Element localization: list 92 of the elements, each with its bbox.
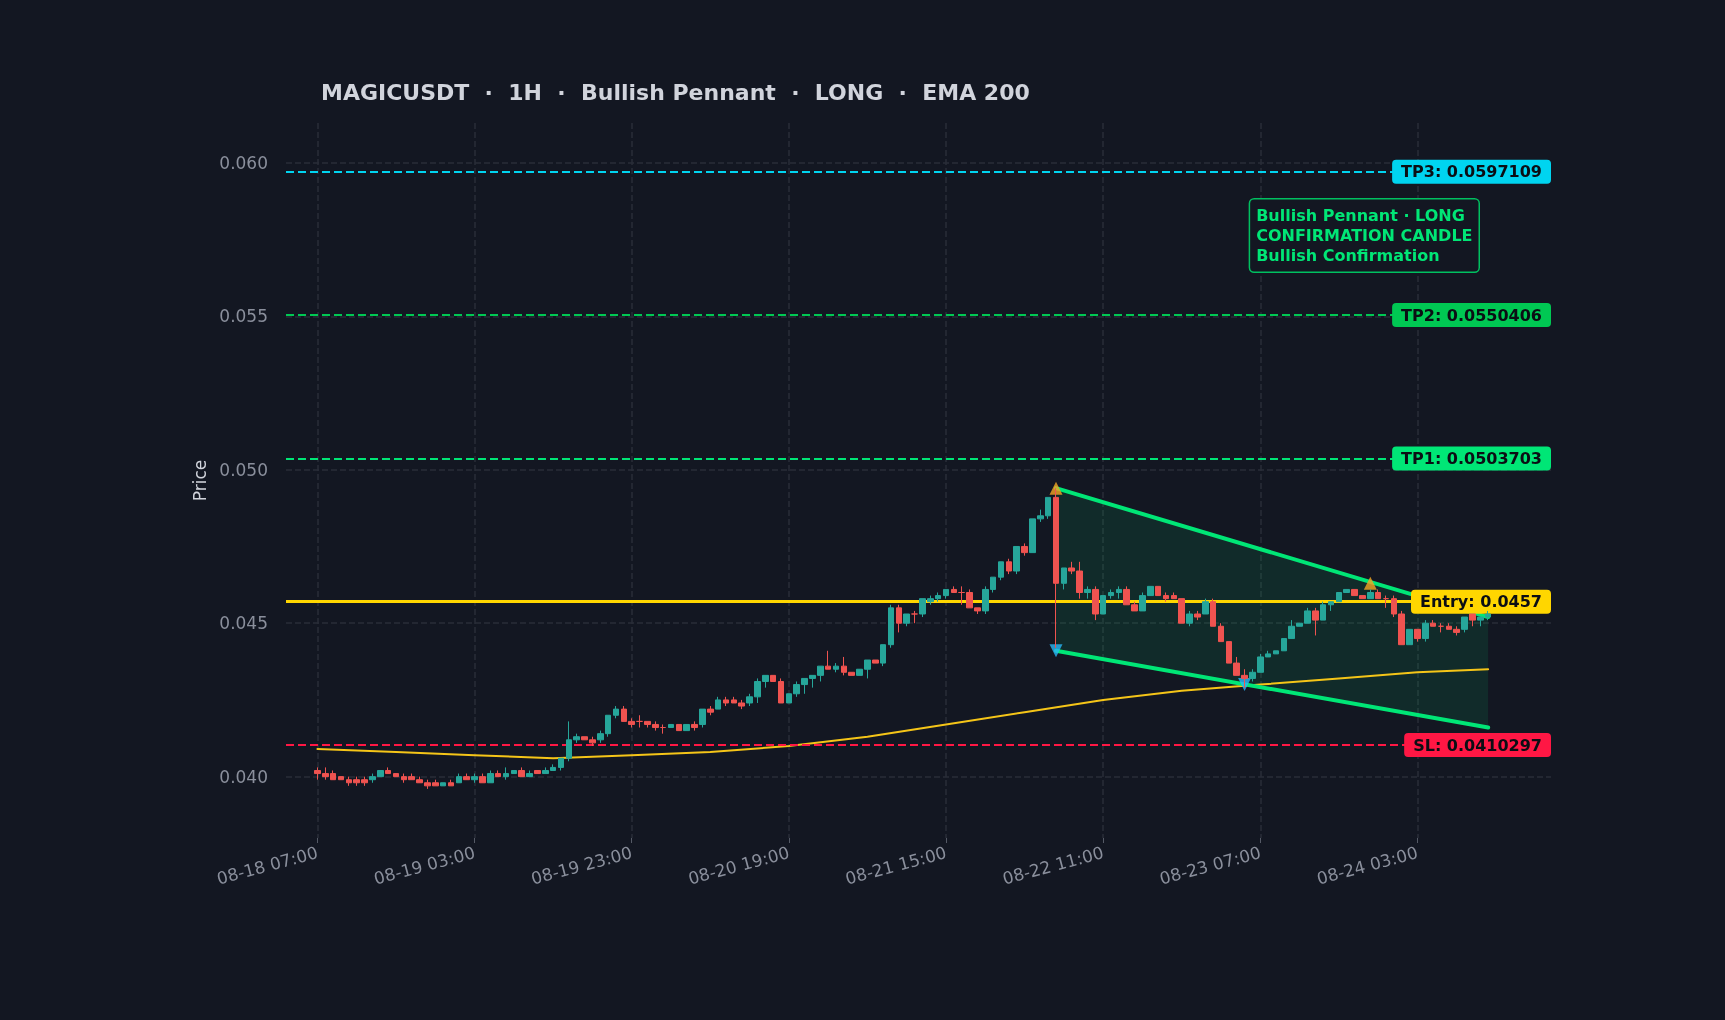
candlestick <box>715 696 721 710</box>
candlestick <box>479 773 486 784</box>
chart-title: MAGICUSDT · 1H · Bullish Pennant · LONG · EMA 200 <box>321 79 1030 105</box>
candlestick <box>1461 616 1468 633</box>
x-tick-label: 08-21 15:00 <box>843 842 949 889</box>
candlestick <box>1320 601 1326 621</box>
candlestick <box>1422 619 1429 643</box>
x-tick-label: 08-18 07:00 <box>214 842 321 889</box>
candlestick <box>518 766 525 778</box>
y-tick-label: 0.040 <box>219 766 268 787</box>
candlestick <box>511 769 517 775</box>
candlestick <box>943 588 949 600</box>
candlestick <box>1084 585 1091 600</box>
candlestick <box>1053 487 1059 649</box>
candlestick <box>770 674 776 682</box>
candlestick <box>1186 610 1193 627</box>
y-axis-title: Price <box>189 459 210 502</box>
candlestick <box>683 723 690 732</box>
candlestick <box>448 779 454 787</box>
y-tick-label: 0.055 <box>219 306 268 327</box>
candlestick <box>558 757 564 771</box>
y-tick-label: 0.045 <box>219 613 268 634</box>
candlestick <box>778 677 784 704</box>
candlestick <box>896 604 902 633</box>
candlestick <box>911 610 918 624</box>
candlestick <box>903 613 910 627</box>
candlestick <box>1210 598 1216 627</box>
candlestick <box>1273 650 1279 655</box>
y-tick-label: 0.050 <box>219 459 268 480</box>
candlestick <box>1202 598 1209 615</box>
ref-line-label: Entry: 0.0457 <box>1420 592 1542 612</box>
candlestick <box>1312 607 1319 636</box>
candlestick <box>487 769 494 784</box>
candlestick <box>723 696 729 707</box>
candlestick <box>699 708 706 729</box>
candlestick <box>1061 567 1067 590</box>
candlestick <box>660 723 666 735</box>
candlestick <box>495 769 501 778</box>
candlestick <box>825 650 831 670</box>
y-tick-label: 0.060 <box>219 152 268 173</box>
candlestick <box>471 773 478 784</box>
candlestick <box>707 705 714 716</box>
candlestick <box>1375 588 1381 600</box>
candlestick <box>1108 588 1114 600</box>
candlestick <box>1406 628 1413 646</box>
candlestick <box>1414 628 1421 643</box>
candlestick <box>1218 622 1224 643</box>
candlestick <box>1092 585 1099 621</box>
candlestick <box>534 769 541 775</box>
candlestick <box>440 782 446 787</box>
candlestick <box>872 659 879 664</box>
candlestick <box>1006 558 1012 575</box>
candlestick <box>1021 542 1028 557</box>
candlestick <box>393 773 399 778</box>
candlestick <box>1155 585 1161 597</box>
annotation: Bullish Pennant · LONG CONFIRMATION CANDLE Bullish Confirmation <box>1256 206 1473 265</box>
candlestick <box>880 644 886 667</box>
candlestick <box>1469 613 1476 627</box>
x-tick-label: 08-20 19:00 <box>686 842 792 889</box>
candlestick <box>1163 592 1169 603</box>
candlestick <box>503 766 509 781</box>
candlestick <box>338 776 344 781</box>
ref-line-label: SL: 0.0410297 <box>1413 735 1542 755</box>
x-tick-label: 08-19 23:00 <box>528 842 635 889</box>
x-tick-label: 08-24 03:00 <box>1314 842 1421 889</box>
candlestick <box>456 773 462 784</box>
candlestick <box>1194 610 1201 621</box>
candlestick <box>385 766 391 775</box>
candlestick <box>1116 585 1122 600</box>
candlestick <box>1367 588 1374 600</box>
candlestick <box>1100 595 1106 615</box>
candlestick <box>526 769 533 778</box>
candlestick <box>888 604 894 649</box>
x-tick-label: 08-23 07:00 <box>1157 842 1263 889</box>
candlestick <box>613 705 619 719</box>
candlestick <box>1438 622 1444 633</box>
candlestick <box>1383 595 1389 609</box>
candlestick <box>668 723 674 729</box>
candlestick <box>833 662 839 673</box>
candlestick <box>691 720 698 732</box>
x-tick-label: 08-22 11:00 <box>1000 842 1106 889</box>
candlestick <box>1430 619 1436 627</box>
candlestick <box>1013 545 1020 575</box>
candlestick <box>1328 601 1334 612</box>
ref-line-label: TP2: 0.0550406 <box>1401 305 1542 325</box>
candlestick <box>951 585 957 594</box>
ref-line-label: TP3: 0.0597109 <box>1401 162 1542 182</box>
candlestick <box>463 773 470 781</box>
candlestick <box>998 561 1004 581</box>
ref-line-label: TP1: 0.0503703 <box>1401 448 1542 468</box>
candlestick <box>676 723 682 732</box>
x-tick-label: 08-19 03:00 <box>371 842 478 889</box>
